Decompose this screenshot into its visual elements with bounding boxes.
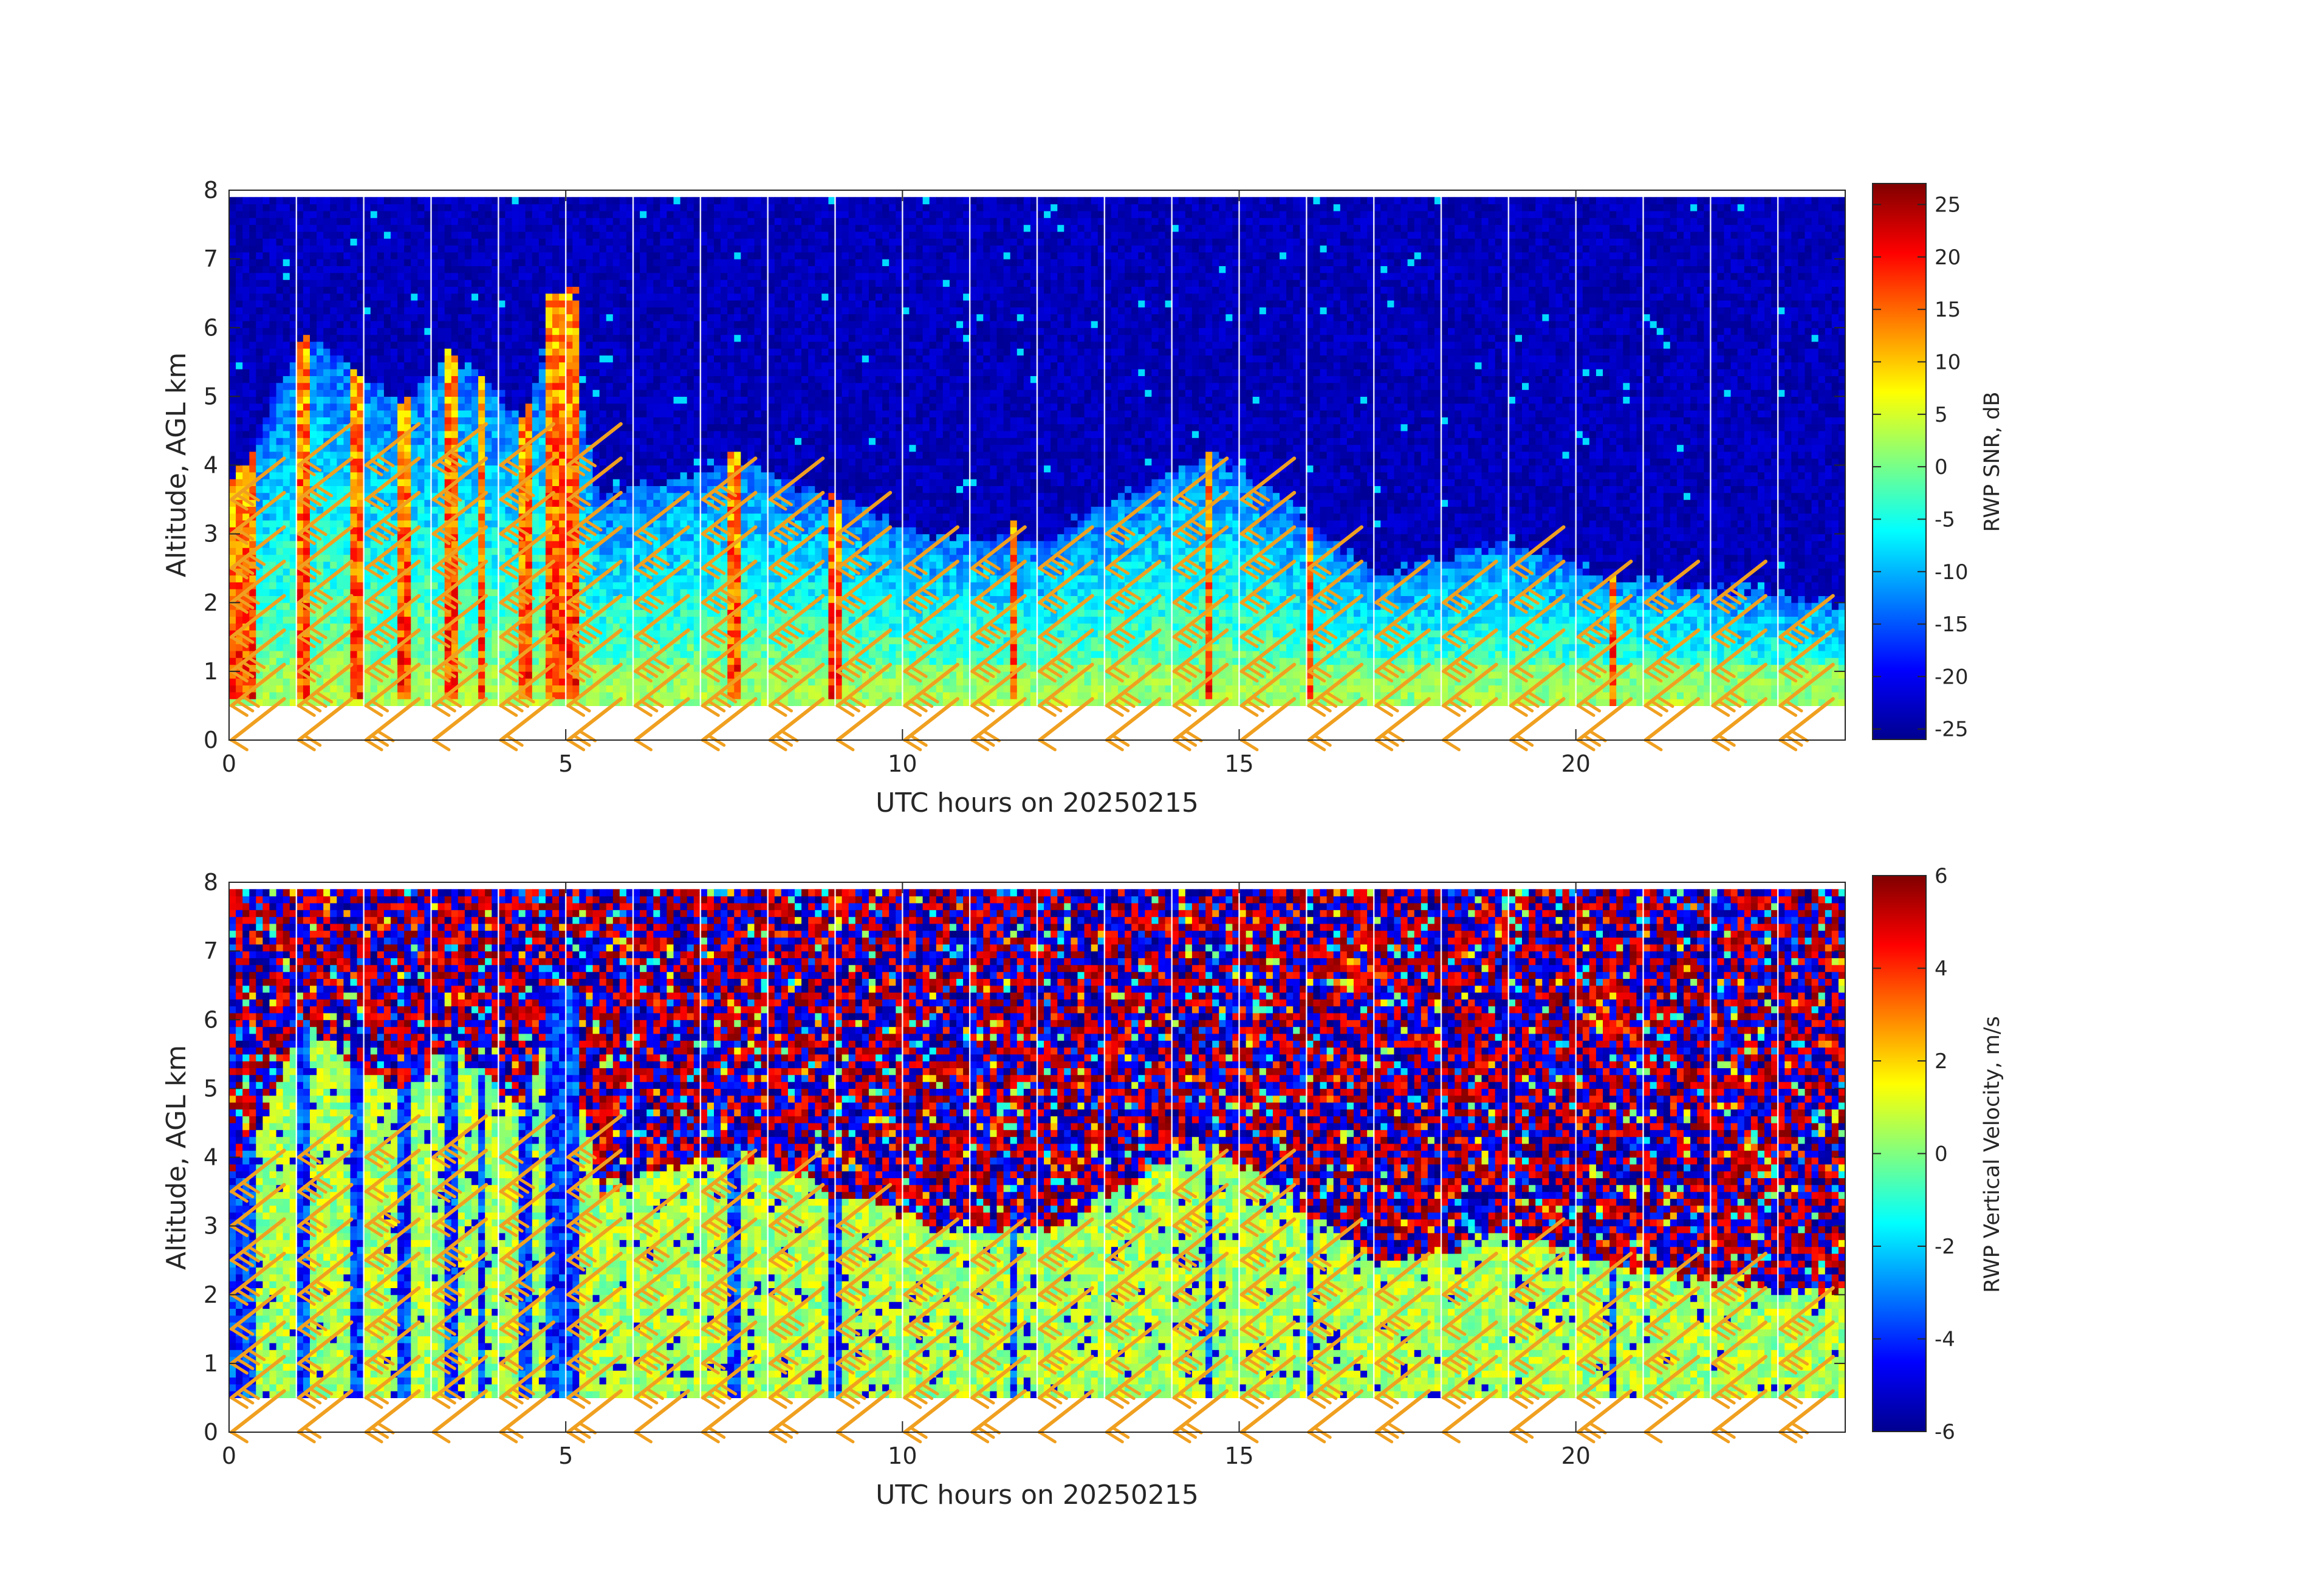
velocity-colorbar-label: RWP Vertical Velocity, m/s [1980,1016,2004,1293]
y-tick-label: 3 [204,521,218,547]
colorbar-tick-label: -25 [1935,718,1969,742]
snr-colorbar [1873,184,1926,739]
y-tick-label: 8 [204,869,218,896]
y-tick-label: 6 [204,314,218,341]
x-tick-label: 0 [222,750,236,777]
colorbar-tick-label: -6 [1935,1420,1955,1444]
colorbar-tick-label: 0 [1935,455,1948,479]
panel-snr: 0 5 10 15 20 0 1 2 3 4 5 6 7 8 UTC hours on 20250215… [161,177,2004,818]
snr-x-axis-label: UTC hours on 20250215 [876,787,1199,818]
colorbar-tick-label: 4 [1935,957,1948,981]
colorbar-tick-label: 15 [1935,298,1961,322]
x-tick-label: 20 [1561,750,1590,777]
y-tick-label: 5 [204,1075,218,1102]
colorbar-tick-label: -20 [1935,665,1969,689]
x-tick-label: 20 [1561,1442,1590,1469]
y-tick-label: 5 [204,383,218,410]
y-tick-label: 8 [204,177,218,204]
snr-colorbar-label: RWP SNR, dB [1980,392,2004,532]
y-tick-label: 2 [204,589,218,616]
x-tick-label: 0 [222,1442,236,1469]
colorbar-tick-label: 20 [1935,245,1961,270]
colorbar-tick-label: 5 [1935,403,1948,427]
x-tick-label: 10 [888,750,917,777]
y-tick-label: 6 [204,1006,218,1033]
y-tick-label: 4 [204,452,218,479]
y-tick-label: 2 [204,1281,218,1308]
y-tick-label: 7 [204,938,218,964]
y-tick-label: 4 [204,1144,218,1171]
y-tick-label: 1 [204,658,218,685]
y-tick-label: 1 [204,1350,218,1377]
colorbar-tick-label: -15 [1935,612,1969,637]
velocity-x-axis-label: UTC hours on 20250215 [876,1480,1199,1511]
x-tick-label: 10 [888,1442,917,1469]
colorbar-tick-label: -5 [1935,507,1955,532]
colorbar-tick-label: 6 [1935,864,1948,888]
y-tick-label: 7 [204,245,218,272]
colorbar-tick-label: -10 [1935,560,1969,585]
colorbar-tick-label: 10 [1935,350,1961,374]
y-tick-label: 0 [204,727,218,753]
x-tick-label: 15 [1224,750,1253,777]
colorbar-tick-label: -2 [1935,1235,1955,1259]
colorbar-tick-label: 0 [1935,1142,1948,1167]
x-tick-label: 15 [1224,1442,1253,1469]
y-tick-label: 0 [204,1419,218,1446]
snr-y-axis-label: Altitude, AGL km [161,352,192,577]
x-tick-label: 5 [558,750,573,777]
velocity-y-axis-label: Altitude, AGL km [161,1045,192,1270]
x-tick-label: 5 [558,1442,573,1469]
colorbar-tick-label: -4 [1935,1328,1955,1352]
y-tick-label: 3 [204,1213,218,1240]
colorbar-tick-label: 2 [1935,1049,1948,1074]
colorbar-tick-label: 25 [1935,193,1961,218]
